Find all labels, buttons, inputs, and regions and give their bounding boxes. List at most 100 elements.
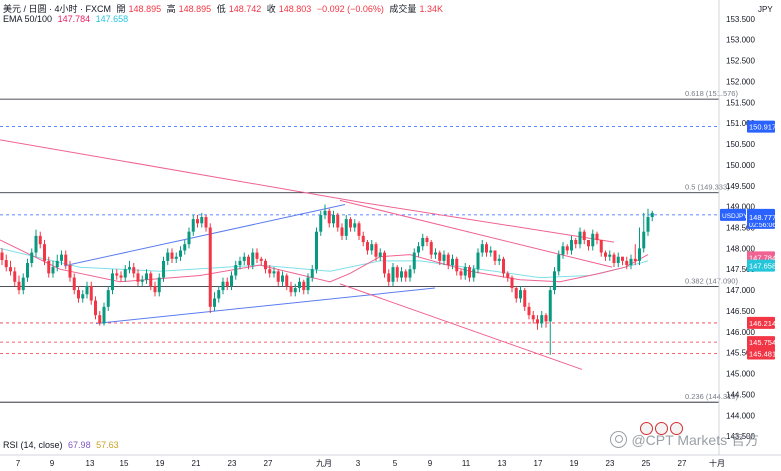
candle-body [578,231,582,245]
rsi-legend[interactable]: RSI (14, close) 67.98 57.63 [3,440,122,450]
price-tag [747,347,775,360]
candle-body [459,271,463,276]
open-label: 開 [116,4,126,14]
candle-body [281,275,284,282]
candle-body [629,258,633,266]
x-tick-label: 21 [192,459,201,468]
price-tag-text: 150.917 [749,123,776,132]
candle-body [323,210,327,215]
x-tick-label: 9 [50,459,55,468]
candle-body [582,231,586,241]
y-axis: 153.500 153.000 152.500 152.000 151.500 151.0… [726,15,755,441]
candle-body [480,244,484,253]
y-tick-label: 148.000 [726,244,755,253]
volume-label: 成交量 [389,4,417,14]
candle-body [438,252,442,261]
symbol-header: 美元 / 日圆 · 4小时 · FXCM 開 148.895 高 148.895 低… [3,2,446,15]
candle-body [497,258,501,261]
low-label: 低 [216,4,226,14]
candle-body [119,275,123,278]
candle-body [200,217,204,224]
candle-body [268,269,272,274]
candle-body [570,240,573,251]
candle-body [187,231,191,245]
ema-legend[interactable]: EMA 50/100 147.784 147.658 [3,14,131,24]
candle-body [506,273,510,278]
candle-body [247,256,250,266]
fib-levels: 0.618 (151.576) 0.5 (149.333) 0.382 (147.0… [0,89,738,403]
candle-body [357,223,361,236]
candle-body [378,252,382,257]
y-tick-label: 149.000 [726,203,755,212]
candle-body [13,271,17,282]
candle-body [276,271,280,282]
candle-body [587,240,590,247]
candle-body [625,260,629,266]
candle-body [349,219,352,228]
candle-body [302,281,306,291]
candle-body [463,267,467,276]
candle-body [404,271,408,278]
y-tick-label: 144.000 [726,411,755,420]
x-tick-label: 7 [16,459,21,468]
us-flag-icon[interactable] [655,422,668,435]
y-tick-label: 146.500 [726,307,755,316]
candle-body [383,252,386,274]
y-tick-label: 147.500 [726,265,755,274]
x-tick-label: 13 [498,459,507,468]
symbol-tag-text: USDJPY [722,213,748,220]
candle-body [591,233,595,247]
event-flags [640,422,685,440]
candle-body [251,252,255,266]
y-tick-label: 151.000 [726,119,755,128]
candle-body [468,267,471,278]
us-flag-icon[interactable] [640,422,653,435]
x-tick-label: 19 [570,459,579,468]
x-tick-label: 9 [428,459,433,468]
candle-body [140,279,144,282]
candle-body [149,273,153,286]
price-tag [747,210,775,223]
candle-body [89,285,93,301]
candle-body [47,260,51,274]
candle-body [621,256,624,261]
candle-body [72,277,76,291]
price-tag [747,259,775,272]
candle-body [353,223,357,228]
x-tick-label: 19 [156,459,165,468]
candle-body [255,252,259,259]
x-tick-label: 5 [393,459,398,468]
candle-body [217,290,221,299]
candle-body [395,267,399,278]
candle-body [26,262,29,278]
candle-body [17,281,21,291]
trendline [339,283,583,370]
candle-body [208,227,212,307]
candle-body [489,250,493,253]
candle-body [544,315,548,322]
x-tick-label: 17 [534,459,543,468]
candle-body [264,260,267,270]
candle-body [145,273,148,280]
x-tick-label: 23 [228,459,237,468]
candle-body [43,244,46,261]
candle-body [259,258,263,261]
y-tick-label: 153.000 [726,36,755,45]
candle-body [604,252,607,257]
us-flag-icon[interactable] [670,422,683,435]
candle-body [21,277,25,291]
candle-body [540,315,544,324]
candle-body [417,246,420,253]
symbol-tag [720,208,746,221]
candle-body [472,269,476,278]
candle-body [646,217,650,232]
price-tag-text: 147.784 [749,253,776,262]
x-tick-label: 十月 [709,458,725,468]
low-value: 148.742 [228,4,262,14]
candle-body [157,277,161,293]
candle-body [519,290,522,299]
y-unit: JPY [758,5,773,14]
candle-body [306,277,310,291]
watermark-text: @CPT Markets 官方 [631,432,759,448]
